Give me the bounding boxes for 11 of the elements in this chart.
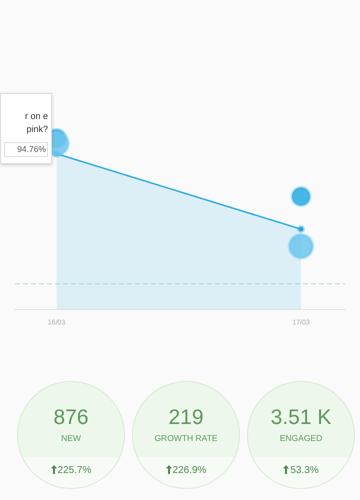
text: GROWTH RATE [153,433,219,443]
text: 219 [167,406,205,430]
text: NEW [60,433,82,443]
text: 225.7% [58,465,92,476]
text: 226.9% [172,465,206,476]
text: 53.3% [290,465,319,476]
tooltip: r on e pink? 94.76% [0,93,52,164]
text: ENGAGED [278,433,324,443]
text: 3.51 K [270,406,332,430]
annotation: 94.76% [4,142,48,157]
text: 876 [52,406,90,430]
